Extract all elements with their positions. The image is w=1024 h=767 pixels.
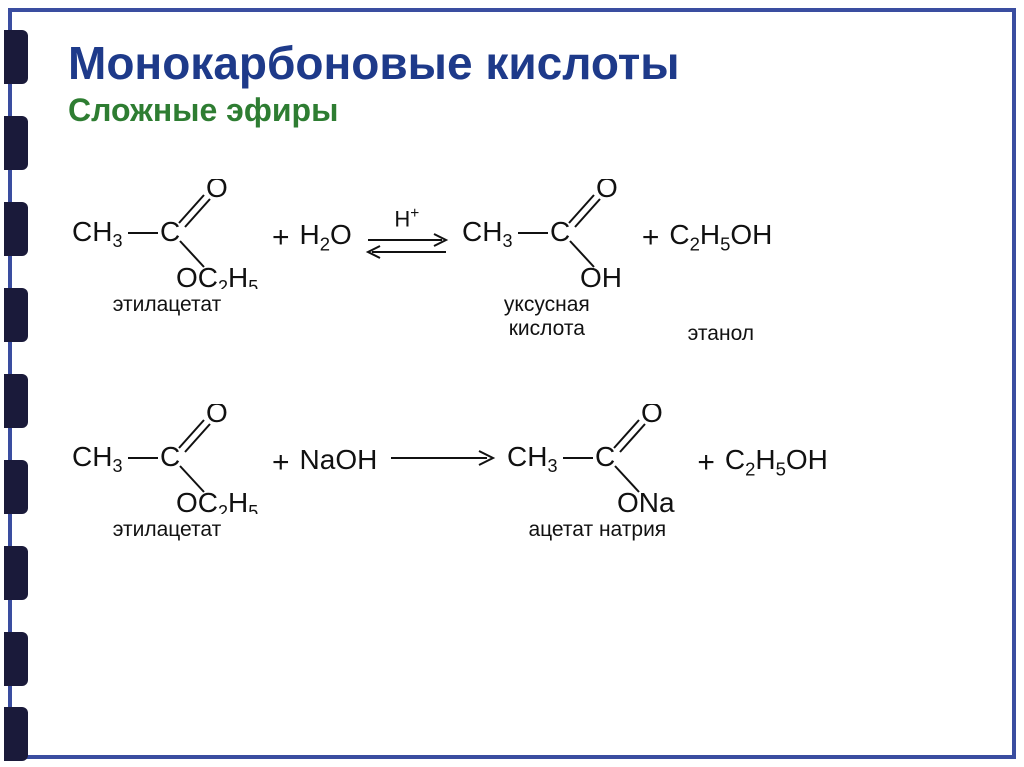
title-main: Монокарбоновые кислоты bbox=[68, 36, 972, 90]
binder-tab bbox=[4, 288, 28, 342]
slide-frame: Монокарбоновые кислоты Сложные эфиры CH3… bbox=[8, 8, 1016, 759]
label-ethylacetate: этилацетат bbox=[113, 293, 222, 317]
reaction-2: CH3 C O OC2H5 этилацетат + NaOH bbox=[72, 404, 972, 542]
mol-ethanol-2: C2H5OH bbox=[725, 404, 828, 481]
svg-text:CH3: CH3 bbox=[72, 216, 122, 251]
mol-acetic-acid: CH3 C O OH уксуснаякислота bbox=[462, 179, 632, 341]
svg-text:CH3: CH3 bbox=[462, 216, 512, 251]
equilibrium-arrow-icon bbox=[362, 230, 452, 262]
mol-sodium-acetate: CH3 C O ONa ацетат натрия bbox=[507, 404, 687, 542]
mol-ethylacetate: CH3 C O OC2H5 этилацетат bbox=[72, 179, 262, 317]
arrow-forward bbox=[387, 404, 497, 468]
binder-tab bbox=[4, 460, 28, 514]
svg-text:OC2H5: OC2H5 bbox=[176, 487, 258, 514]
binder-tab bbox=[4, 632, 28, 686]
plus-sign: + bbox=[697, 404, 715, 480]
title-block: Монокарбоновые кислоты Сложные эфиры bbox=[12, 12, 1012, 135]
label-ethylacetate-2: этилацетат bbox=[113, 518, 222, 542]
structure-ethylacetate: CH3 C O OC2H5 bbox=[72, 404, 262, 514]
plus-sign: + bbox=[272, 404, 290, 480]
plus-sign: + bbox=[642, 179, 660, 255]
binder-tab bbox=[4, 707, 28, 761]
svg-text:CH3: CH3 bbox=[507, 441, 557, 476]
binder-tab bbox=[4, 202, 28, 256]
svg-text:C: C bbox=[595, 441, 615, 472]
mol-ethanol: C2H5OH этанол bbox=[669, 179, 772, 346]
title-sub: Сложные эфиры bbox=[68, 92, 972, 129]
structure-ethylacetate: CH3 C O OC2H5 bbox=[72, 179, 262, 289]
reaction-1: CH3 C O OC2H5 этилацетат + H bbox=[72, 179, 972, 346]
svg-text:O: O bbox=[596, 179, 618, 203]
label-sodium-acetate: ацетат натрия bbox=[528, 518, 666, 542]
svg-text:C: C bbox=[160, 441, 180, 472]
binder-tab bbox=[4, 374, 28, 428]
label-acetic-acid: уксуснаякислота bbox=[504, 293, 590, 341]
binder-tab bbox=[4, 116, 28, 170]
label-ethanol: этанол bbox=[688, 322, 754, 346]
svg-text:C: C bbox=[550, 216, 570, 247]
mol-h2o: H2O bbox=[300, 179, 352, 256]
binder-tab bbox=[4, 30, 28, 84]
structure-sodium-acetate: CH3 C O ONa bbox=[507, 404, 687, 514]
content: CH3 C O OC2H5 этилацетат + H bbox=[12, 135, 1012, 542]
svg-text:ONa: ONa bbox=[617, 487, 675, 514]
structure-acetic-acid: CH3 C O OH bbox=[462, 179, 632, 289]
mol-ethylacetate-2: CH3 C O OC2H5 этилацетат bbox=[72, 404, 262, 542]
svg-text:C: C bbox=[160, 216, 180, 247]
forward-arrow-icon bbox=[387, 448, 497, 468]
oh-group: OH bbox=[580, 262, 622, 289]
svg-text:O: O bbox=[206, 404, 228, 428]
svg-text:O: O bbox=[641, 404, 663, 428]
plus-sign: + bbox=[272, 179, 290, 255]
binder-tab bbox=[4, 546, 28, 600]
mol-naoh: NaOH bbox=[300, 404, 378, 476]
svg-text:OC2H5: OC2H5 bbox=[176, 262, 258, 289]
svg-text:CH3: CH3 bbox=[72, 441, 122, 476]
svg-text:O: O bbox=[206, 179, 228, 203]
arrow-equilibrium: H+ bbox=[362, 179, 452, 262]
